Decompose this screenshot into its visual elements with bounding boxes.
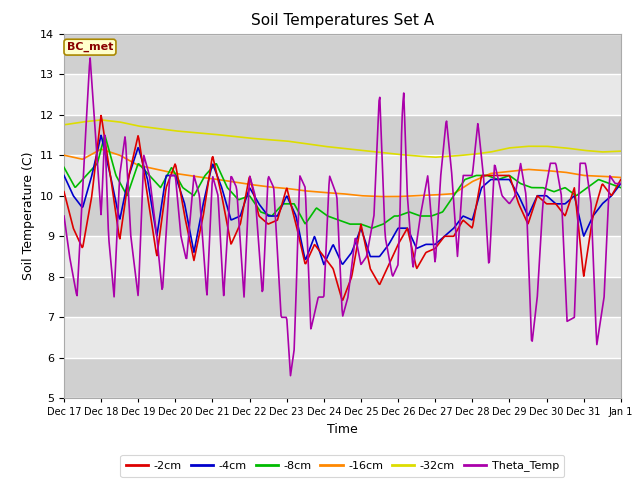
-16cm xyxy=(228,179,236,185)
Bar xyxy=(64,196,621,236)
-32cm xyxy=(433,154,440,160)
-16cm xyxy=(617,175,625,180)
Bar xyxy=(64,115,621,155)
-2cm xyxy=(277,204,285,210)
-8cm xyxy=(277,203,285,209)
-32cm xyxy=(431,155,439,160)
Text: BC_met: BC_met xyxy=(67,42,113,52)
-2cm xyxy=(228,239,236,244)
-32cm xyxy=(277,138,285,144)
-2cm xyxy=(97,113,105,119)
Theta_Temp xyxy=(277,313,285,319)
Bar xyxy=(64,358,621,398)
-16cm xyxy=(60,152,68,158)
Line: -32cm: -32cm xyxy=(64,120,621,157)
-16cm xyxy=(97,146,105,152)
-8cm xyxy=(401,211,409,216)
-4cm xyxy=(60,173,68,179)
Theta_Temp xyxy=(228,176,236,181)
Theta_Temp xyxy=(433,242,440,248)
Bar xyxy=(64,317,621,358)
-8cm xyxy=(228,190,236,196)
-4cm xyxy=(228,216,236,222)
Theta_Temp xyxy=(256,259,264,264)
-4cm xyxy=(126,169,134,175)
-2cm xyxy=(256,214,264,220)
-32cm xyxy=(401,152,408,158)
X-axis label: Time: Time xyxy=(327,423,358,436)
-16cm xyxy=(277,185,285,191)
-8cm xyxy=(60,165,68,170)
-8cm xyxy=(101,133,109,139)
Theta_Temp xyxy=(287,373,294,379)
Line: -16cm: -16cm xyxy=(64,149,621,196)
Bar xyxy=(64,74,621,115)
-8cm xyxy=(433,211,440,217)
Bar xyxy=(64,277,621,317)
-32cm xyxy=(126,121,134,127)
-4cm xyxy=(320,262,328,267)
-32cm xyxy=(60,122,68,128)
-16cm xyxy=(433,192,440,198)
Theta_Temp xyxy=(60,213,68,219)
-32cm xyxy=(256,136,264,142)
-2cm xyxy=(126,168,134,174)
Legend: -2cm, -4cm, -8cm, -16cm, -32cm, Theta_Temp: -2cm, -4cm, -8cm, -16cm, -32cm, Theta_Te… xyxy=(120,455,564,477)
-4cm xyxy=(97,132,105,138)
-4cm xyxy=(401,225,409,231)
-8cm xyxy=(368,225,376,231)
Bar xyxy=(64,155,621,196)
-2cm xyxy=(339,297,347,303)
Line: Theta_Temp: Theta_Temp xyxy=(64,58,621,376)
-8cm xyxy=(617,185,625,191)
Theta_Temp xyxy=(617,180,625,186)
-4cm xyxy=(433,240,440,246)
-2cm xyxy=(617,177,625,182)
Bar xyxy=(64,236,621,277)
-4cm xyxy=(277,205,285,211)
-4cm xyxy=(256,203,264,208)
Line: -8cm: -8cm xyxy=(64,136,621,228)
Bar xyxy=(64,34,621,74)
-16cm xyxy=(256,183,264,189)
Theta_Temp xyxy=(126,220,134,226)
-2cm xyxy=(60,189,68,194)
-8cm xyxy=(256,208,264,214)
-32cm xyxy=(617,148,625,154)
Y-axis label: Soil Temperature (C): Soil Temperature (C) xyxy=(22,152,35,280)
Theta_Temp xyxy=(401,132,409,137)
-2cm xyxy=(401,229,409,235)
Theta_Temp xyxy=(86,55,94,61)
-8cm xyxy=(126,184,134,190)
Line: -4cm: -4cm xyxy=(64,135,621,264)
-32cm xyxy=(97,117,105,123)
-16cm xyxy=(376,193,383,199)
-16cm xyxy=(401,193,409,199)
-32cm xyxy=(228,133,236,139)
Title: Soil Temperatures Set A: Soil Temperatures Set A xyxy=(251,13,434,28)
-2cm xyxy=(433,244,440,250)
Line: -2cm: -2cm xyxy=(64,116,621,300)
-16cm xyxy=(126,158,134,164)
-4cm xyxy=(617,180,625,186)
